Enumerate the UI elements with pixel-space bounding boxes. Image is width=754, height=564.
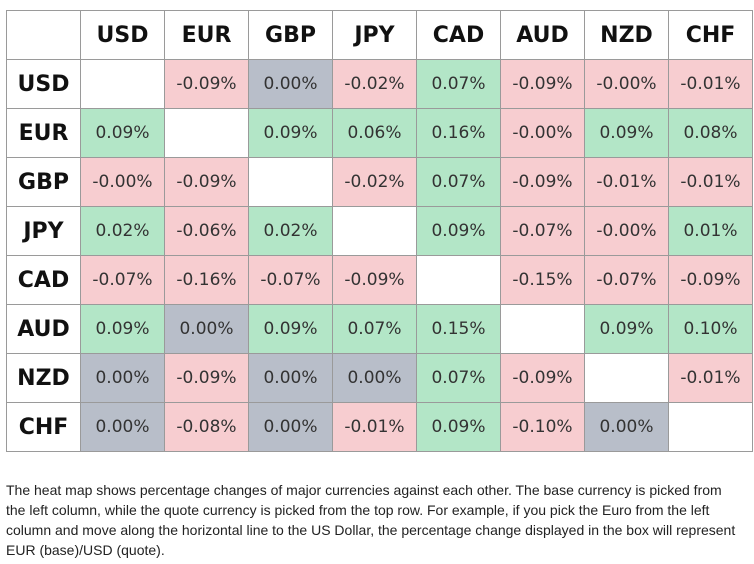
heatmap-cell: 0.01% (668, 206, 753, 256)
heatmap-cell: 0.09% (584, 304, 669, 354)
heatmap-cell: 0.10% (668, 304, 753, 354)
heatmap-cell: -0.09% (500, 59, 585, 109)
heatmap-cell: 0.08% (668, 108, 753, 158)
corner-cell (6, 10, 81, 60)
column-header: JPY (332, 10, 417, 60)
heatmap-body: USD -0.09% 0.00% -0.02% 0.07% -0.09% -0.00% -0.… (6, 59, 753, 452)
column-header: EUR (164, 10, 249, 60)
heatmap-cell: -0.16% (164, 255, 249, 305)
row-header: JPY (6, 206, 81, 256)
heatmap-cell (248, 157, 333, 207)
heatmap-cell: 0.00% (584, 402, 669, 452)
heatmap-cell: 0.06% (332, 108, 417, 158)
row-header: GBP (6, 157, 81, 207)
heatmap-cell: 0.02% (248, 206, 333, 256)
row-header: NZD (6, 353, 81, 403)
heatmap-cell (332, 206, 417, 256)
heatmap-cell: -0.09% (500, 353, 585, 403)
heatmap-cell (584, 353, 669, 403)
column-header: USD (80, 10, 165, 60)
heatmap-row: CHF 0.00% -0.08% 0.00% -0.01% 0.09% -0.10% 0.00… (6, 402, 753, 452)
heatmap-cell: -0.09% (164, 59, 249, 109)
heatmap-cell: 0.00% (80, 353, 165, 403)
heatmap-cell: -0.09% (164, 353, 249, 403)
heatmap-cell: 0.00% (80, 402, 165, 452)
heatmap-cell: -0.09% (500, 157, 585, 207)
heatmap-cell: -0.07% (584, 255, 669, 305)
heatmap-cell (416, 255, 501, 305)
heatmap-row: NZD 0.00% -0.09% 0.00% 0.00% 0.07% -0.09% -0.01… (6, 353, 753, 403)
heatmap-cell: 0.00% (248, 59, 333, 109)
column-header: CAD (416, 10, 501, 60)
column-header: CHF (668, 10, 753, 60)
column-header: GBP (248, 10, 333, 60)
heatmap-row: AUD 0.09% 0.00% 0.09% 0.07% 0.15% 0.09% 0.10% (6, 304, 753, 354)
heatmap-cell (80, 59, 165, 109)
heatmap-cell: -0.10% (500, 402, 585, 452)
heatmap-caption: The heat map shows percentage changes of… (6, 482, 736, 558)
heatmap-cell: -0.01% (668, 59, 753, 109)
heatmap-cell (668, 402, 753, 452)
heatmap-cell: -0.07% (80, 255, 165, 305)
heatmap-cell: -0.09% (164, 157, 249, 207)
column-header: AUD (500, 10, 585, 60)
heatmap-cell: 0.00% (332, 353, 417, 403)
heatmap-row: EUR 0.09% 0.09% 0.06% 0.16% -0.00% 0.09% 0.08% (6, 108, 753, 158)
heatmap-row: GBP -0.00% -0.09% -0.02% 0.07% -0.09% -0.01% -0… (6, 157, 753, 207)
row-header: CHF (6, 402, 81, 452)
row-header: CAD (6, 255, 81, 305)
heatmap-row: USD -0.09% 0.00% -0.02% 0.07% -0.09% -0.00% -0.… (6, 59, 753, 109)
heatmap-cell: 0.16% (416, 108, 501, 158)
heatmap-cell: 0.07% (332, 304, 417, 354)
heatmap-cell: -0.00% (584, 206, 669, 256)
heatmap-cell: 0.15% (416, 304, 501, 354)
heatmap-cell: 0.02% (80, 206, 165, 256)
heatmap-cell: 0.07% (416, 353, 501, 403)
heatmap-cell: -0.07% (248, 255, 333, 305)
heatmap-cell: -0.00% (500, 108, 585, 158)
heatmap-cell: 0.07% (416, 157, 501, 207)
column-header: NZD (584, 10, 669, 60)
heatmap-cell: 0.00% (248, 402, 333, 452)
row-header: USD (6, 59, 81, 109)
heatmap-cell: -0.01% (668, 157, 753, 207)
heatmap-cell: -0.02% (332, 59, 417, 109)
heatmap-cell: 0.09% (416, 206, 501, 256)
heatmap-cell: -0.08% (164, 402, 249, 452)
heatmap-cell: 0.07% (416, 59, 501, 109)
currency-heatmap: USD EUR GBP JPY CAD AUD NZD CHF USD -0.09… (6, 10, 753, 452)
heatmap-row: JPY 0.02% -0.06% 0.02% 0.09% -0.07% -0.00% 0.01… (6, 206, 753, 256)
heatmap-row: CAD -0.07% -0.16% -0.07% -0.09% -0.15% -0.07% -… (6, 255, 753, 305)
heatmap-cell: 0.09% (248, 304, 333, 354)
row-header: AUD (6, 304, 81, 354)
heatmap-cell: -0.01% (584, 157, 669, 207)
heatmap-cell: 0.00% (164, 304, 249, 354)
heatmap-cell: -0.09% (668, 255, 753, 305)
heatmap-cell: 0.00% (248, 353, 333, 403)
heatmap-cell: -0.00% (584, 59, 669, 109)
heatmap-cell: -0.02% (332, 157, 417, 207)
heatmap-cell: 0.09% (416, 402, 501, 452)
heatmap-cell (164, 108, 249, 158)
heatmap-cell (500, 304, 585, 354)
heatmap-cell: -0.01% (668, 353, 753, 403)
heatmap-cell: -0.01% (332, 402, 417, 452)
heatmap-cell: -0.15% (500, 255, 585, 305)
heatmap-cell: 0.09% (584, 108, 669, 158)
heatmap-cell: -0.06% (164, 206, 249, 256)
heatmap-cell: 0.09% (248, 108, 333, 158)
heatmap-cell: -0.09% (332, 255, 417, 305)
heatmap-cell: 0.09% (80, 304, 165, 354)
heatmap-cell: -0.00% (80, 157, 165, 207)
row-header: EUR (6, 108, 81, 158)
heatmap-cell: -0.07% (500, 206, 585, 256)
header-row: USD EUR GBP JPY CAD AUD NZD CHF (6, 10, 753, 60)
heatmap-cell: 0.09% (80, 108, 165, 158)
